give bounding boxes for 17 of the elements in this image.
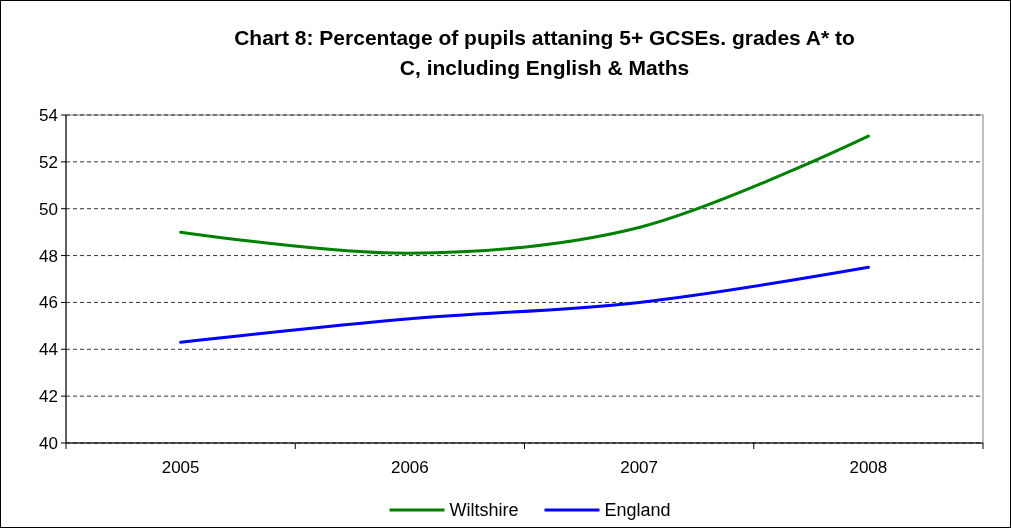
- y-tick-label: 40: [39, 433, 58, 453]
- legend-label: Wiltshire: [449, 500, 519, 521]
- chart-title: Chart 8: Percentage of pupils attaning 5+ GCSEs. grades A* to C, including English & Maths: [234, 26, 855, 79]
- y-tick-label: 44: [39, 340, 58, 360]
- line-series: [179, 134, 870, 255]
- y-tick-label: 50: [39, 199, 58, 219]
- line-series: [179, 265, 870, 344]
- y-tick-label: 46: [39, 293, 58, 313]
- x-tick-label: 2005: [161, 458, 200, 477]
- y-tick-label: 42: [39, 387, 58, 407]
- x-tick-label: 2007: [620, 458, 659, 477]
- y-tick-label: 52: [39, 152, 58, 172]
- x-tick-label: 2006: [390, 458, 429, 477]
- y-tick-label: 48: [39, 246, 58, 266]
- x-tick-label: 2008: [849, 458, 888, 477]
- legend-label: England: [604, 500, 671, 521]
- y-tick-label: 54: [39, 105, 58, 125]
